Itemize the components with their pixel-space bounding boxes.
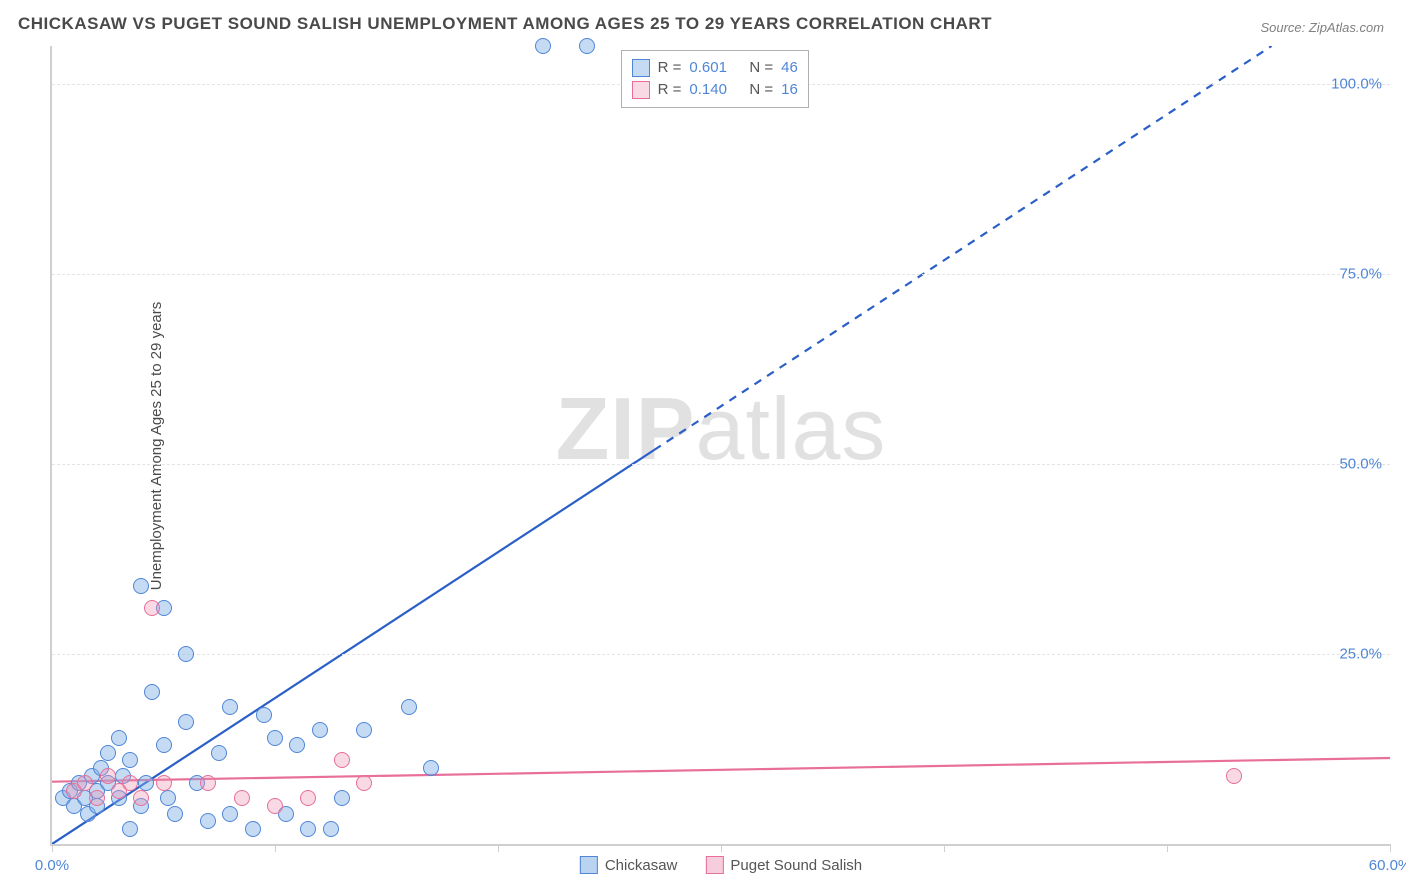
data-point — [267, 798, 283, 814]
stat-label: N = — [749, 79, 773, 101]
data-point — [401, 699, 417, 715]
data-point — [222, 699, 238, 715]
legend-swatch — [705, 856, 723, 874]
data-point — [133, 578, 149, 594]
data-point — [111, 730, 127, 746]
y-tick-label: 100.0% — [1331, 76, 1382, 93]
data-point — [245, 821, 261, 837]
y-tick-label: 50.0% — [1339, 456, 1382, 473]
data-point — [200, 775, 216, 791]
data-point — [334, 752, 350, 768]
y-tick-label: 75.0% — [1339, 266, 1382, 283]
gridline — [52, 654, 1390, 655]
data-point — [323, 821, 339, 837]
x-tick — [721, 844, 722, 852]
data-point — [423, 760, 439, 776]
legend-item: Chickasaw — [580, 856, 678, 874]
data-point — [133, 790, 149, 806]
trend-lines — [52, 46, 1390, 844]
data-point — [289, 737, 305, 753]
stats-row: R = 0.140 N = 16 — [632, 79, 798, 101]
data-point — [300, 821, 316, 837]
stat-n: 16 — [781, 79, 798, 101]
x-tick-label: 60.0% — [1369, 857, 1406, 874]
stat-label: R = — [658, 79, 682, 101]
x-tick — [275, 844, 276, 852]
legend-label: Chickasaw — [605, 857, 678, 874]
data-point — [144, 684, 160, 700]
data-point — [100, 768, 116, 784]
data-point — [178, 714, 194, 730]
y-tick-label: 25.0% — [1339, 646, 1382, 663]
x-tick — [1167, 844, 1168, 852]
stats-legend: R = 0.601 N = 46 R = 0.140 N = 16 — [621, 50, 809, 108]
data-point — [178, 646, 194, 662]
legend-swatch — [580, 856, 598, 874]
gridline — [52, 274, 1390, 275]
data-point — [312, 722, 328, 738]
chart-title: CHICKASAW VS PUGET SOUND SALISH UNEMPLOY… — [18, 14, 992, 34]
data-point — [167, 806, 183, 822]
data-point — [267, 730, 283, 746]
data-point — [222, 806, 238, 822]
stat-label: N = — [749, 57, 773, 79]
data-point — [156, 775, 172, 791]
legend-label: Puget Sound Salish — [730, 857, 862, 874]
x-tick-label: 0.0% — [35, 857, 69, 874]
gridline — [52, 464, 1390, 465]
legend-item: Puget Sound Salish — [705, 856, 862, 874]
data-point — [334, 790, 350, 806]
stat-r: 0.140 — [689, 79, 741, 101]
x-tick — [944, 844, 945, 852]
data-point — [122, 821, 138, 837]
legend-swatch — [632, 81, 650, 99]
data-point — [122, 752, 138, 768]
data-point — [535, 38, 551, 54]
x-tick — [1390, 844, 1391, 852]
data-point — [160, 790, 176, 806]
data-point — [77, 775, 93, 791]
x-tick — [52, 844, 53, 852]
data-point — [356, 775, 372, 791]
data-point — [211, 745, 227, 761]
data-point — [89, 790, 105, 806]
stat-n: 46 — [781, 57, 798, 79]
data-point — [256, 707, 272, 723]
stat-r: 0.601 — [689, 57, 741, 79]
scatter-plot: ZIPatlas 25.0%50.0%75.0%100.0%0.0%60.0%R… — [50, 46, 1390, 846]
data-point — [356, 722, 372, 738]
stats-row: R = 0.601 N = 46 — [632, 57, 798, 79]
data-point — [144, 600, 160, 616]
data-point — [1226, 768, 1242, 784]
data-point — [579, 38, 595, 54]
source-label: Source: ZipAtlas.com — [1260, 20, 1384, 35]
legend-swatch — [632, 59, 650, 77]
data-point — [156, 737, 172, 753]
data-point — [138, 775, 154, 791]
series-legend: Chickasaw Puget Sound Salish — [580, 856, 862, 874]
data-point — [200, 813, 216, 829]
data-point — [234, 790, 250, 806]
stat-label: R = — [658, 57, 682, 79]
data-point — [100, 745, 116, 761]
data-point — [122, 775, 138, 791]
data-point — [300, 790, 316, 806]
x-tick — [498, 844, 499, 852]
